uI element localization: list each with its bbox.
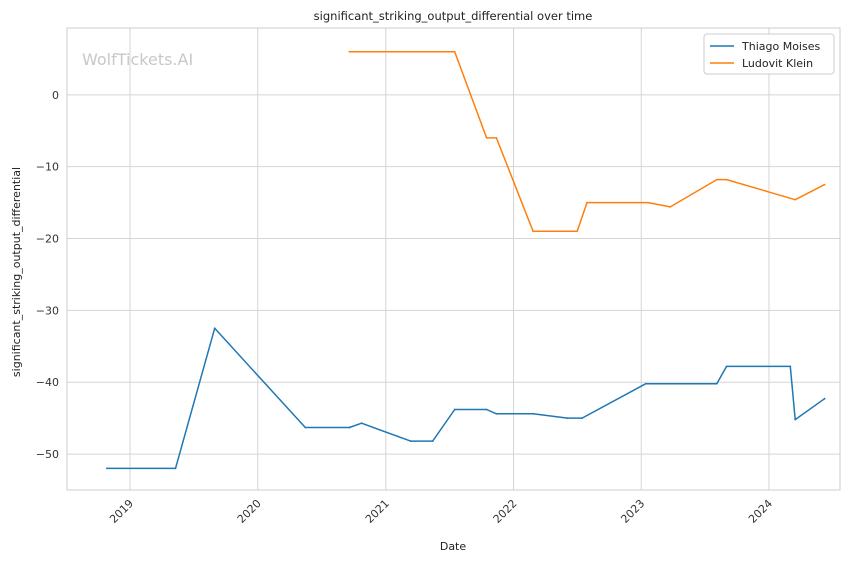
y-tick-label-0: 0 [52, 89, 59, 102]
legend-box [703, 33, 835, 75]
y-axis-label: significant_striking_output_differential [10, 167, 23, 377]
data-point-thiago-moises-1 [174, 467, 177, 470]
data-point-thiago-moises-18 [794, 418, 797, 421]
y-tick-label--10: −10 [36, 161, 59, 174]
data-point-ludovit-klein-9 [715, 178, 718, 181]
grid-lines [67, 28, 840, 490]
data-point-thiago-moises-11 [532, 412, 534, 415]
x-axis-label: Date [440, 540, 467, 553]
y-axis-ticks: 0 −10 −20 −30 −40 −50 [36, 89, 59, 461]
legend-label-ludovit-klein: Ludovit Klein [742, 57, 813, 70]
data-point-ludovit-klein-4 [532, 230, 534, 233]
y-tick-label--40: −40 [36, 376, 59, 389]
legend-label-thiago-moises: Thiago Moises [741, 40, 820, 53]
data-point-ludovit-klein-11 [794, 198, 797, 201]
data-point-thiago-moises-6 [409, 440, 412, 442]
data-point-thiago-moises-13 [581, 417, 583, 419]
data-point-thiago-moises-15 [715, 382, 718, 385]
data-point-ludovit-klein-12 [823, 183, 826, 186]
data-point-thiago-moises-4 [348, 426, 351, 429]
data-point-ludovit-klein-5 [576, 230, 579, 233]
data-point-thiago-moises-7 [431, 440, 434, 442]
data-point-ludovit-klein-6 [586, 201, 588, 204]
data-point-thiago-moises-3 [304, 426, 307, 429]
y-tick-label--50: −50 [36, 448, 59, 461]
data-point-ludovit-klein-1 [453, 50, 456, 53]
data-point-thiago-moises-9 [485, 408, 488, 411]
watermark: WolfTickets.AI [82, 50, 193, 69]
data-point-ludovit-klein-7 [647, 201, 650, 204]
data-point-thiago-moises-0 [106, 467, 108, 470]
y-tick-label--30: −30 [36, 304, 59, 317]
series-layer [106, 50, 826, 470]
legend: Thiago Moises Ludovit Klein [703, 33, 835, 75]
data-point-thiago-moises-5 [360, 422, 363, 425]
data-point-thiago-moises-2 [213, 327, 216, 330]
data-point-thiago-moises-8 [453, 408, 456, 411]
data-point-thiago-moises-16 [725, 365, 728, 368]
data-point-ludovit-klein-10 [725, 178, 728, 181]
plot-frame [66, 27, 841, 491]
y-tick-label--20: −20 [36, 233, 59, 246]
chart-title: significant_striking_output_differential… [314, 9, 593, 23]
data-point-ludovit-klein-8 [669, 206, 672, 208]
data-point-ludovit-klein-3 [495, 137, 498, 139]
data-point-thiago-moises-17 [789, 365, 792, 368]
data-point-thiago-moises-14 [644, 382, 647, 385]
series-line-thiago-moises [106, 327, 826, 470]
data-point-ludovit-klein-0 [348, 50, 351, 53]
data-point-thiago-moises-10 [495, 412, 498, 415]
data-point-thiago-moises-12 [566, 417, 569, 419]
data-point-thiago-moises-19 [823, 397, 826, 400]
data-point-ludovit-klein-2 [485, 137, 488, 139]
